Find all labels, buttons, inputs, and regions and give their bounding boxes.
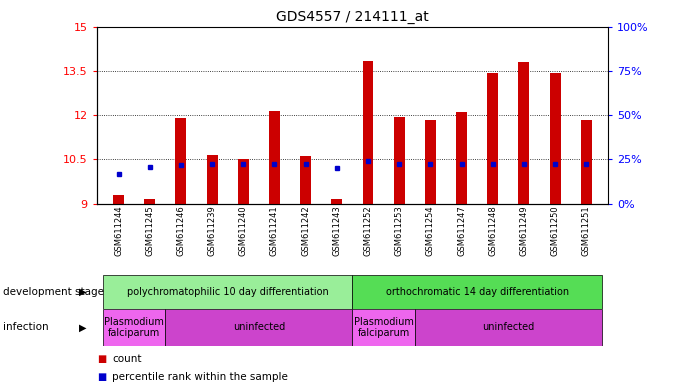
Bar <box>425 120 436 204</box>
Text: GSM611252: GSM611252 <box>363 205 372 256</box>
Text: GSM611241: GSM611241 <box>270 205 279 256</box>
Text: Plasmodium
falciparum: Plasmodium falciparum <box>104 316 164 338</box>
Bar <box>487 73 498 204</box>
Text: GSM611242: GSM611242 <box>301 205 310 256</box>
Bar <box>103 309 165 346</box>
Text: GSM611247: GSM611247 <box>457 205 466 256</box>
Text: GSM611239: GSM611239 <box>207 205 216 256</box>
Text: ▶: ▶ <box>79 322 86 333</box>
Text: development stage: development stage <box>3 287 104 297</box>
Text: infection: infection <box>3 322 49 333</box>
Text: count: count <box>112 354 142 364</box>
Text: percentile rank within the sample: percentile rank within the sample <box>112 372 288 382</box>
Text: GSM611254: GSM611254 <box>426 205 435 256</box>
Text: ■: ■ <box>97 372 106 382</box>
Title: GDS4557 / 214111_at: GDS4557 / 214111_at <box>276 10 429 25</box>
Text: uninfected: uninfected <box>233 322 285 333</box>
Bar <box>363 61 373 204</box>
Bar <box>581 120 591 204</box>
Bar <box>144 199 155 204</box>
Bar <box>238 159 249 204</box>
Bar <box>394 117 405 204</box>
Bar <box>549 73 560 204</box>
Text: Plasmodium
falciparum: Plasmodium falciparum <box>354 316 413 338</box>
Bar <box>352 275 602 309</box>
Text: GSM611249: GSM611249 <box>520 205 529 256</box>
Text: ▶: ▶ <box>79 287 86 297</box>
Bar <box>207 155 218 204</box>
Bar <box>269 111 280 204</box>
Text: GSM611251: GSM611251 <box>582 205 591 256</box>
Text: GSM611244: GSM611244 <box>114 205 123 256</box>
Text: polychromatophilic 10 day differentiation: polychromatophilic 10 day differentiatio… <box>127 287 328 297</box>
Text: GSM611246: GSM611246 <box>176 205 185 256</box>
Text: GSM611240: GSM611240 <box>239 205 248 256</box>
Text: GSM611248: GSM611248 <box>489 205 498 256</box>
Bar <box>518 62 529 204</box>
Bar <box>176 118 187 204</box>
Text: GSM611250: GSM611250 <box>551 205 560 256</box>
Bar <box>113 195 124 204</box>
Bar <box>332 199 342 204</box>
Text: ■: ■ <box>97 354 106 364</box>
Text: uninfected: uninfected <box>482 322 534 333</box>
Bar <box>165 309 352 346</box>
Bar <box>103 275 352 309</box>
Bar <box>300 156 311 204</box>
Bar <box>456 112 467 204</box>
Bar <box>415 309 602 346</box>
Text: GSM611253: GSM611253 <box>395 205 404 256</box>
Bar <box>352 309 415 346</box>
Text: GSM611245: GSM611245 <box>145 205 154 256</box>
Text: orthochromatic 14 day differentiation: orthochromatic 14 day differentiation <box>386 287 569 297</box>
Text: GSM611243: GSM611243 <box>332 205 341 256</box>
